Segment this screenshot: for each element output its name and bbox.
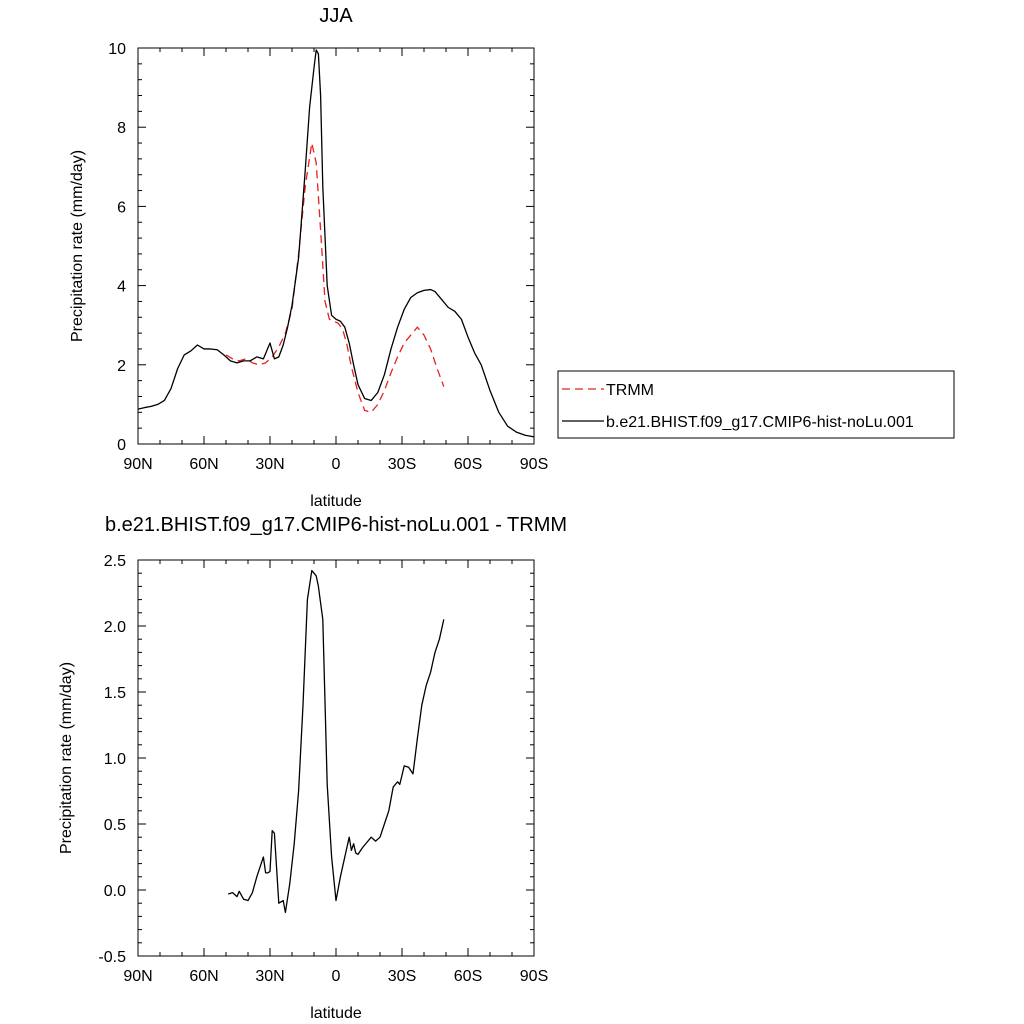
bottom-chart-y-tick-label: 0.5 bbox=[104, 817, 126, 834]
bottom-chart-series-line-difference bbox=[228, 569, 445, 914]
bottom-chart-y-axis-label: Precipitation rate (mm/day) bbox=[58, 662, 75, 854]
legend-label-trmm: TRMM bbox=[606, 382, 654, 399]
top-chart-x-tick-label: 30S bbox=[388, 456, 416, 473]
top-chart-y-tick-label: 10 bbox=[108, 41, 126, 58]
top-chart-x-tick-label: 30N bbox=[255, 456, 284, 473]
bottom-chart-series-lines bbox=[228, 569, 445, 914]
bottom-chart-y-tick-label: 1.5 bbox=[104, 685, 126, 702]
bottom-chart-x-tick-label: 0 bbox=[332, 968, 341, 985]
top-chart-y-tick-label: 2 bbox=[117, 358, 126, 375]
legend-label-model: b.e21.BHIST.f09_g17.CMIP6-hist-noLu.001 bbox=[606, 414, 914, 431]
top-chart-x-tick-label: 90N bbox=[123, 456, 152, 473]
legend-frame bbox=[557, 370, 955, 439]
top-chart-x-tick-label: 0 bbox=[332, 456, 341, 473]
bottom-chart-x-tick-label: 60N bbox=[189, 968, 218, 985]
bottom-chart-y-tick-label: 1.0 bbox=[104, 751, 126, 768]
top-chart-series-lines bbox=[137, 49, 535, 438]
bottom-chart-y-tick-label: 2.0 bbox=[104, 619, 126, 636]
top-chart-ticks: 90N 60N 30N 0 30S 60S 90S 0 2 4 6 8 10 bbox=[108, 41, 548, 473]
bottom-chart-ticks: 90N 60N 30N 0 30S 60S 90S -0.5 0.0 0.5 1.0 1.5 2.0 2.… bbox=[98, 553, 548, 985]
bottom-chart-title: b.e21.BHIST.f09_g17.CMIP6-hist-noLu.001 … bbox=[105, 514, 567, 536]
top-chart-y-axis-label: Precipitation rate (mm/day) bbox=[69, 150, 86, 342]
top-chart-series-line-trmm bbox=[225, 142, 445, 413]
bottom-chart-x-tick-label: 30S bbox=[388, 968, 416, 985]
top-chart-x-axis-label: latitude bbox=[310, 493, 362, 510]
top-chart-plot-frame bbox=[137, 47, 535, 445]
top-chart-y-tick-label: 4 bbox=[117, 279, 126, 296]
bottom-chart-x-axis-label: latitude bbox=[310, 1005, 362, 1022]
top-chart-series-line-model bbox=[137, 49, 535, 438]
bottom-chart-x-tick-label: 60S bbox=[454, 968, 482, 985]
bottom-chart-y-tick-label: 0.0 bbox=[104, 883, 126, 900]
top-chart-panel: JJA latitude Precipitation rate (mm/day)… bbox=[69, 5, 548, 510]
bottom-chart-y-tick-label: 2.5 bbox=[104, 553, 126, 570]
bottom-chart-plot-frame bbox=[137, 559, 535, 957]
bottom-chart-x-tick-label: 30N bbox=[255, 968, 284, 985]
top-chart-legend: TRMM b.e21.BHIST.f09_g17.CMIP6-hist-noLu… bbox=[557, 370, 955, 439]
top-chart-y-tick-label: 0 bbox=[117, 437, 126, 454]
top-chart-y-tick-label: 8 bbox=[117, 120, 126, 137]
bottom-chart-x-tick-label: 90N bbox=[123, 968, 152, 985]
top-chart-title: JJA bbox=[319, 5, 353, 27]
top-chart-x-tick-label: 90S bbox=[520, 456, 548, 473]
top-chart-x-tick-label: 60N bbox=[189, 456, 218, 473]
bottom-chart-x-tick-label: 90S bbox=[520, 968, 548, 985]
bottom-chart-y-tick-label: -0.5 bbox=[98, 949, 126, 966]
top-chart-x-tick-label: 60S bbox=[454, 456, 482, 473]
bottom-chart-panel: b.e21.BHIST.f09_g17.CMIP6-hist-noLu.001 … bbox=[58, 514, 567, 1022]
top-chart-y-tick-label: 6 bbox=[117, 199, 126, 216]
